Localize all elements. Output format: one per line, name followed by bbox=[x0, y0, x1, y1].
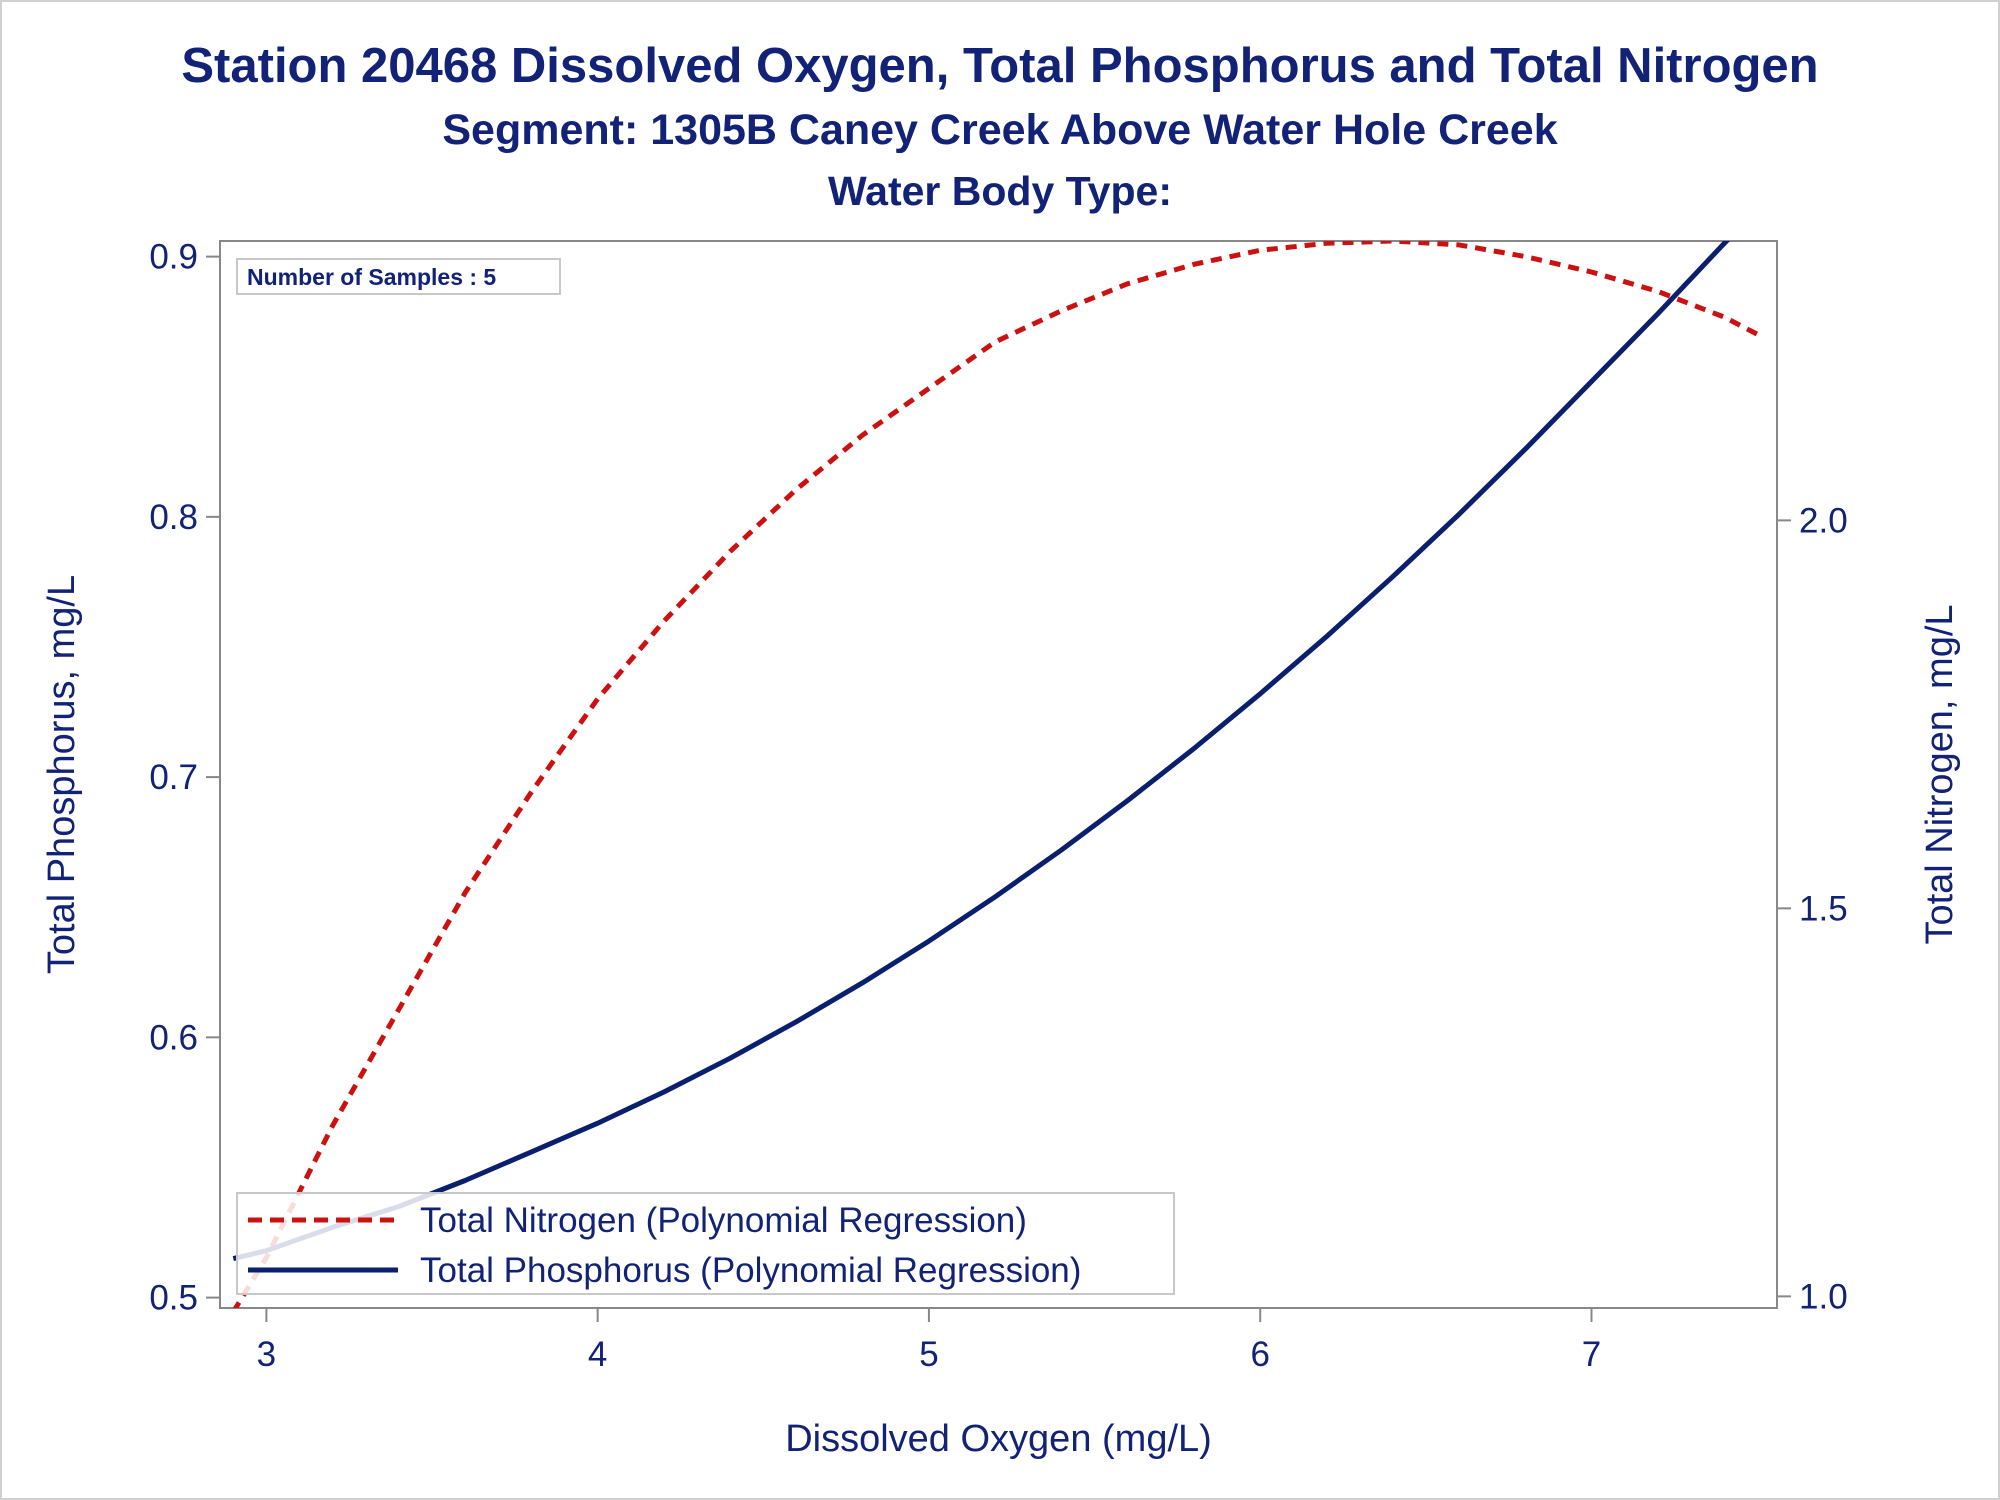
x-tick-label: 3 bbox=[257, 1335, 276, 1374]
y-axis-left: 0.5 0.6 0.7 0.8 0.9 bbox=[149, 238, 220, 1318]
legend: Total Nitrogen (Polynomial Regression) To… bbox=[236, 1192, 1175, 1295]
x-tick-label: 6 bbox=[1250, 1335, 1269, 1374]
series-layer bbox=[232, 241, 1759, 1308]
y-tick-label: 0.8 bbox=[149, 498, 198, 537]
chart-subtitle-water-body: Water Body Type: bbox=[828, 168, 1172, 214]
nitrogen-series-line bbox=[232, 241, 1759, 1308]
y-tick-label: 0.5 bbox=[149, 1279, 198, 1318]
y2-tick-label: 2.0 bbox=[1799, 501, 1848, 540]
x-tick-label: 7 bbox=[1582, 1335, 1601, 1374]
y-axis-right: 1.0 1.5 2.0 bbox=[1777, 501, 1848, 1316]
y2-tick-label: 1.0 bbox=[1799, 1277, 1848, 1316]
x-axis: 3 4 5 6 7 bbox=[257, 1308, 1601, 1374]
y-tick-label: 0.7 bbox=[149, 758, 198, 797]
y-tick-label: 0.6 bbox=[149, 1018, 198, 1057]
legend-label-nitrogen: Total Nitrogen (Polynomial Regression) bbox=[420, 1201, 1027, 1240]
legend-box bbox=[236, 1192, 1175, 1295]
y-tick-label: 0.9 bbox=[149, 238, 198, 277]
y2-axis-label: Total Nitrogen, mg/L bbox=[1919, 604, 1961, 944]
inset-text: Number of Samples : 5 bbox=[247, 264, 496, 290]
chart-title: Station 20468 Dissolved Oxygen, Total Ph… bbox=[181, 39, 1819, 93]
phosphorus-series-line bbox=[232, 241, 1731, 1262]
y-axis-label: Total Phosphorus, mg/L bbox=[41, 575, 83, 974]
x-tick-label: 5 bbox=[919, 1335, 938, 1374]
inset-box bbox=[236, 258, 561, 295]
chart-subtitle-segment: Segment: 1305B Caney Creek Above Water H… bbox=[442, 106, 1558, 154]
y2-tick-label: 1.5 bbox=[1799, 889, 1848, 928]
plot-area bbox=[219, 240, 1778, 1309]
x-tick-label: 4 bbox=[588, 1335, 607, 1374]
sample-count-inset: Number of Samples : 5 bbox=[236, 258, 561, 295]
legend-label-phosphorus: Total Phosphorus (Polynomial Regression) bbox=[420, 1251, 1081, 1290]
x-axis-label: Dissolved Oxygen (mg/L) bbox=[785, 1418, 1212, 1460]
